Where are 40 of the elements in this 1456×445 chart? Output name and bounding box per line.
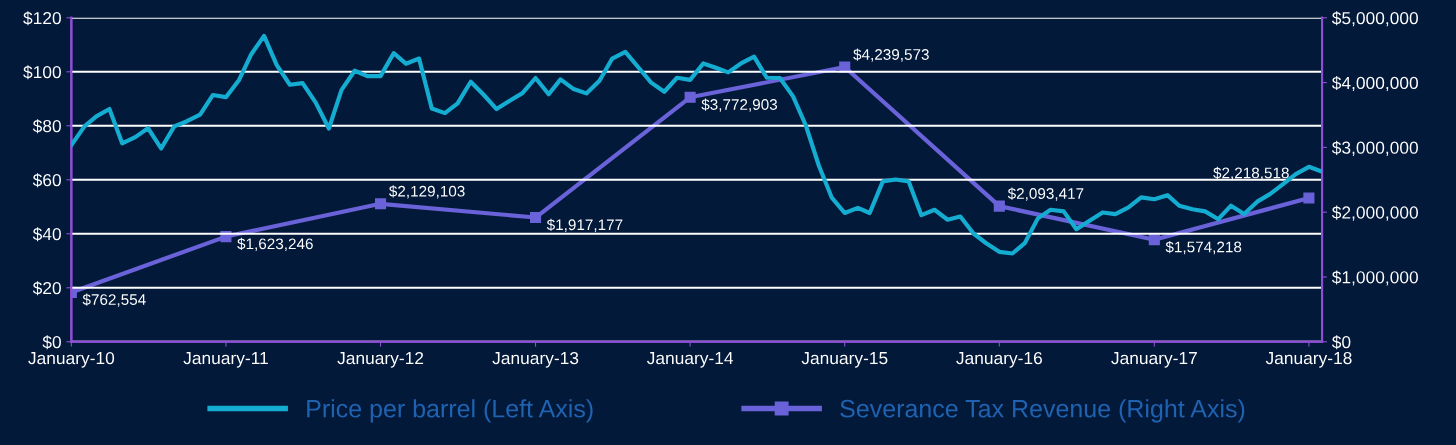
x-tick-label: January-18	[1265, 351, 1352, 368]
x-tick-label: January-12	[337, 351, 424, 368]
y-tick-label: $100	[23, 65, 61, 80]
data-label: $3,772,903	[701, 98, 778, 112]
y2-tick-label: $4,000,000	[1331, 76, 1418, 92]
y2-tick-label: $3,000,000	[1331, 140, 1418, 156]
data-label: $1,574,218	[1165, 240, 1242, 255]
x-tick-label: January-17	[1111, 352, 1197, 368]
line-series	[71, 33, 1323, 256]
y-tick-label: $120	[23, 11, 61, 26]
y2-tick-label: $5,000,000	[1331, 11, 1418, 27]
point	[993, 200, 1005, 212]
data-label: $1,623,246	[237, 237, 313, 251]
x-tick-label: January-14	[646, 352, 734, 368]
point	[374, 198, 387, 210]
data-label: $2,093,417	[1007, 187, 1084, 201]
x-tick-label: January-10	[28, 351, 115, 368]
y-tick-label: $60	[32, 173, 61, 188]
y-tick-label: $80	[32, 119, 61, 134]
y-tick-label: $20	[32, 281, 61, 296]
x-tick-label: January-13	[492, 351, 579, 368]
point	[1148, 234, 1160, 246]
data-label: $4,239,573	[853, 48, 929, 62]
legend-label: Severance Tax Revenue (Right Axis)	[840, 399, 1245, 423]
point	[684, 91, 696, 103]
y-tick-label: $0	[42, 335, 61, 350]
legend-label: Price per barrel (Left Axis)	[307, 399, 593, 423]
y2-tick-label: $0	[1331, 335, 1351, 350]
point	[1303, 192, 1315, 204]
y2-tick-label: $1,000,000	[1331, 270, 1418, 286]
y-tick-label: $40	[32, 227, 61, 242]
x-tick-label: January-11	[183, 352, 268, 368]
data-label: $2,218,518	[1213, 166, 1289, 181]
x-tick-label: January-16	[956, 351, 1042, 368]
x-tick-label: January-15	[801, 352, 888, 368]
data-label: $762,554	[82, 293, 146, 307]
data-label: $1,917,177	[546, 218, 623, 232]
data-label: $2,129,103	[389, 185, 465, 199]
y2-tick-label: $2,000,000	[1331, 205, 1418, 221]
point	[529, 211, 542, 224]
